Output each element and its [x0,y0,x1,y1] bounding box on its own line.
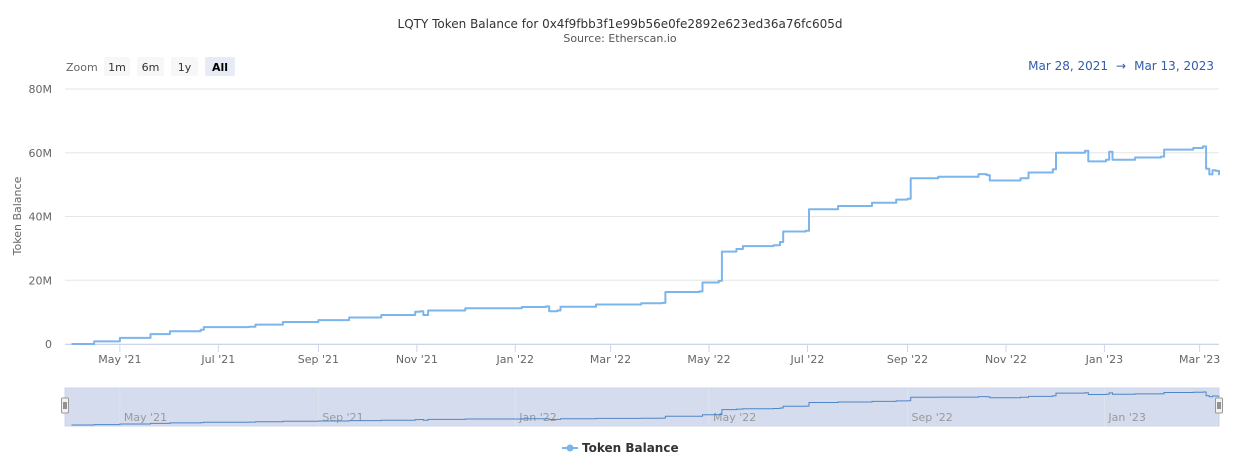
date-range-arrow: → [1116,59,1126,73]
zoom-button-1y-bg[interactable] [171,57,198,76]
navigator-handle-left-box[interactable] [61,397,69,414]
navigator-tick-label: Jan '23 [1107,411,1145,424]
grid-lines [65,88,1219,345]
date-range-to[interactable]: Mar 13, 2023 [1134,59,1214,73]
x-tick-label: Jul '21 [200,353,235,366]
y-axis-label: Token Balance [11,176,24,256]
x-tick-label: Sep '22 [887,353,928,366]
y-tick-label: 60M [29,147,53,160]
zoom-label: Zoom [66,61,98,74]
zoom-button-1m-label[interactable]: 1m [108,61,126,74]
series-line-token-balance [71,145,1220,345]
navigator-series-line [71,391,1220,426]
y-tick-label: 40M [29,211,53,224]
x-tick-label: Jan '23 [1085,353,1123,366]
x-tick-label: May '21 [98,353,141,366]
date-range-from[interactable]: Mar 28, 2021 [1028,59,1108,73]
legend-label[interactable]: Token Balance [582,441,679,455]
navigator-tick-label: May '21 [124,411,167,424]
zoom-button-1y[interactable]: 1y [171,57,198,76]
navigator-handle-left[interactable] [61,397,69,414]
chart-subtitle: Source: Etherscan.io [563,32,677,45]
navigator-handle-right-box[interactable] [1215,397,1223,414]
zoom-button-all-label[interactable]: All [212,61,228,74]
zoom-button-1m-bg[interactable] [104,57,130,76]
zoom-button-1m[interactable]: 1m [104,57,130,76]
x-tick-label: Sep '21 [298,353,339,366]
x-tick-label: Nov '22 [985,353,1027,366]
zoom-button-1y-label[interactable]: 1y [178,61,192,74]
navigator-tick-label: Jan '22 [518,411,556,424]
x-tick-label: Jan '22 [496,353,534,366]
chart-title: LQTY Token Balance for 0x4f9fbb3f1e99b56… [398,17,843,31]
x-axis-ticks: May '21 Jul '21 Sep '21 Nov '21 Jan '22 Mar '… [65,344,1220,366]
legend-item-token-balance[interactable]: Token Balance [562,441,679,455]
x-tick-label: Jul '22 [790,353,825,366]
x-tick-label: Mar '23 [1179,353,1220,366]
zoom-button-6m-bg[interactable] [137,57,164,76]
zoom-button-all-bg[interactable] [205,57,235,76]
y-tick-label: 0 [45,338,52,351]
navigator-tick-label: Sep '21 [322,411,363,424]
series-group [71,145,1220,345]
x-tick-label: Nov '21 [396,353,438,366]
navigator-tick-label: May '22 [713,411,756,424]
zoom-button-6m-label[interactable]: 6m [142,61,160,74]
y-tick-label: 20M [29,274,53,287]
x-tick-label: Mar '22 [590,353,631,366]
y-axis-ticks: 0 20M 40M 60M 80M [29,83,53,351]
zoom-button-6m[interactable]: 6m [137,57,164,76]
x-tick-label: May '22 [687,353,730,366]
y-tick-label: 80M [29,83,53,96]
navigator[interactable]: May '21 Sep '21 Jan '22 May '22 Sep '22 Jan '… [61,387,1223,427]
zoom-button-all[interactable]: All [205,57,235,76]
date-range[interactable]: Mar 28, 2021 → Mar 13, 2023 [1028,59,1214,73]
navigator-series [71,391,1220,426]
navigator-mask[interactable] [64,387,1220,427]
legend-marker-icon[interactable] [566,444,574,452]
navigator-handle-right[interactable] [1215,397,1223,414]
navigator-tick-label: Sep '22 [912,411,953,424]
